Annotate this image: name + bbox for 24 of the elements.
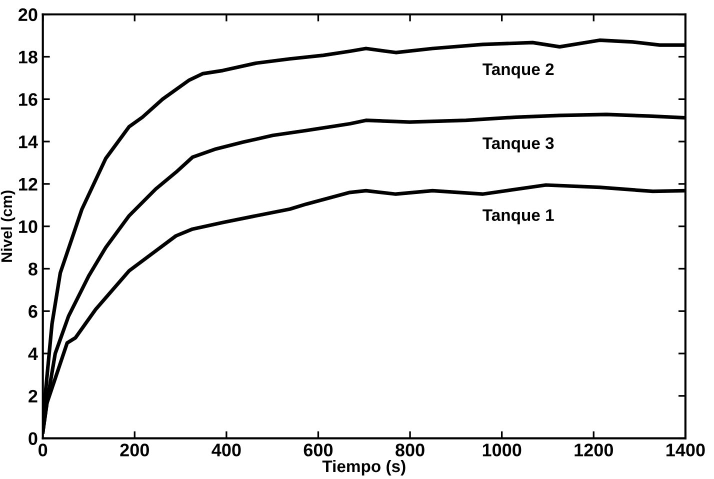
y-tick-label: 12 xyxy=(19,178,38,190)
x-tick-label: 0 xyxy=(38,444,48,456)
y-tick-label: 8 xyxy=(28,262,38,276)
x-tick-label: 800 xyxy=(396,444,424,456)
y-tick-label: 18 xyxy=(19,50,38,64)
x-axis-title: Tiempo (s) xyxy=(322,460,406,476)
y-tick-label: 10 xyxy=(19,220,38,234)
x-tick-label: 400 xyxy=(212,444,241,456)
y-tick-label: 2 xyxy=(28,390,38,402)
series-label: Tanque 1 xyxy=(482,209,554,224)
y-axis-title: Nivel (cm) xyxy=(0,190,16,262)
y-tick-label: 6 xyxy=(28,305,38,318)
y-tick-label: 14 xyxy=(19,136,38,148)
y-tick-label: 20 xyxy=(18,8,38,22)
series-label: Tanque 3 xyxy=(482,137,554,152)
x-tick-label: 1000 xyxy=(482,444,522,456)
x-tick-label: 1200 xyxy=(574,444,613,456)
y-tick-label: 4 xyxy=(28,348,38,360)
series-label: Tanque 2 xyxy=(482,63,554,78)
x-tick-label: 1400 xyxy=(666,444,705,456)
x-tick-label: 600 xyxy=(304,444,333,456)
y-tick-label: 0 xyxy=(28,432,38,446)
y-tick-label: 16 xyxy=(19,93,38,106)
x-tick-label: 200 xyxy=(120,444,149,456)
